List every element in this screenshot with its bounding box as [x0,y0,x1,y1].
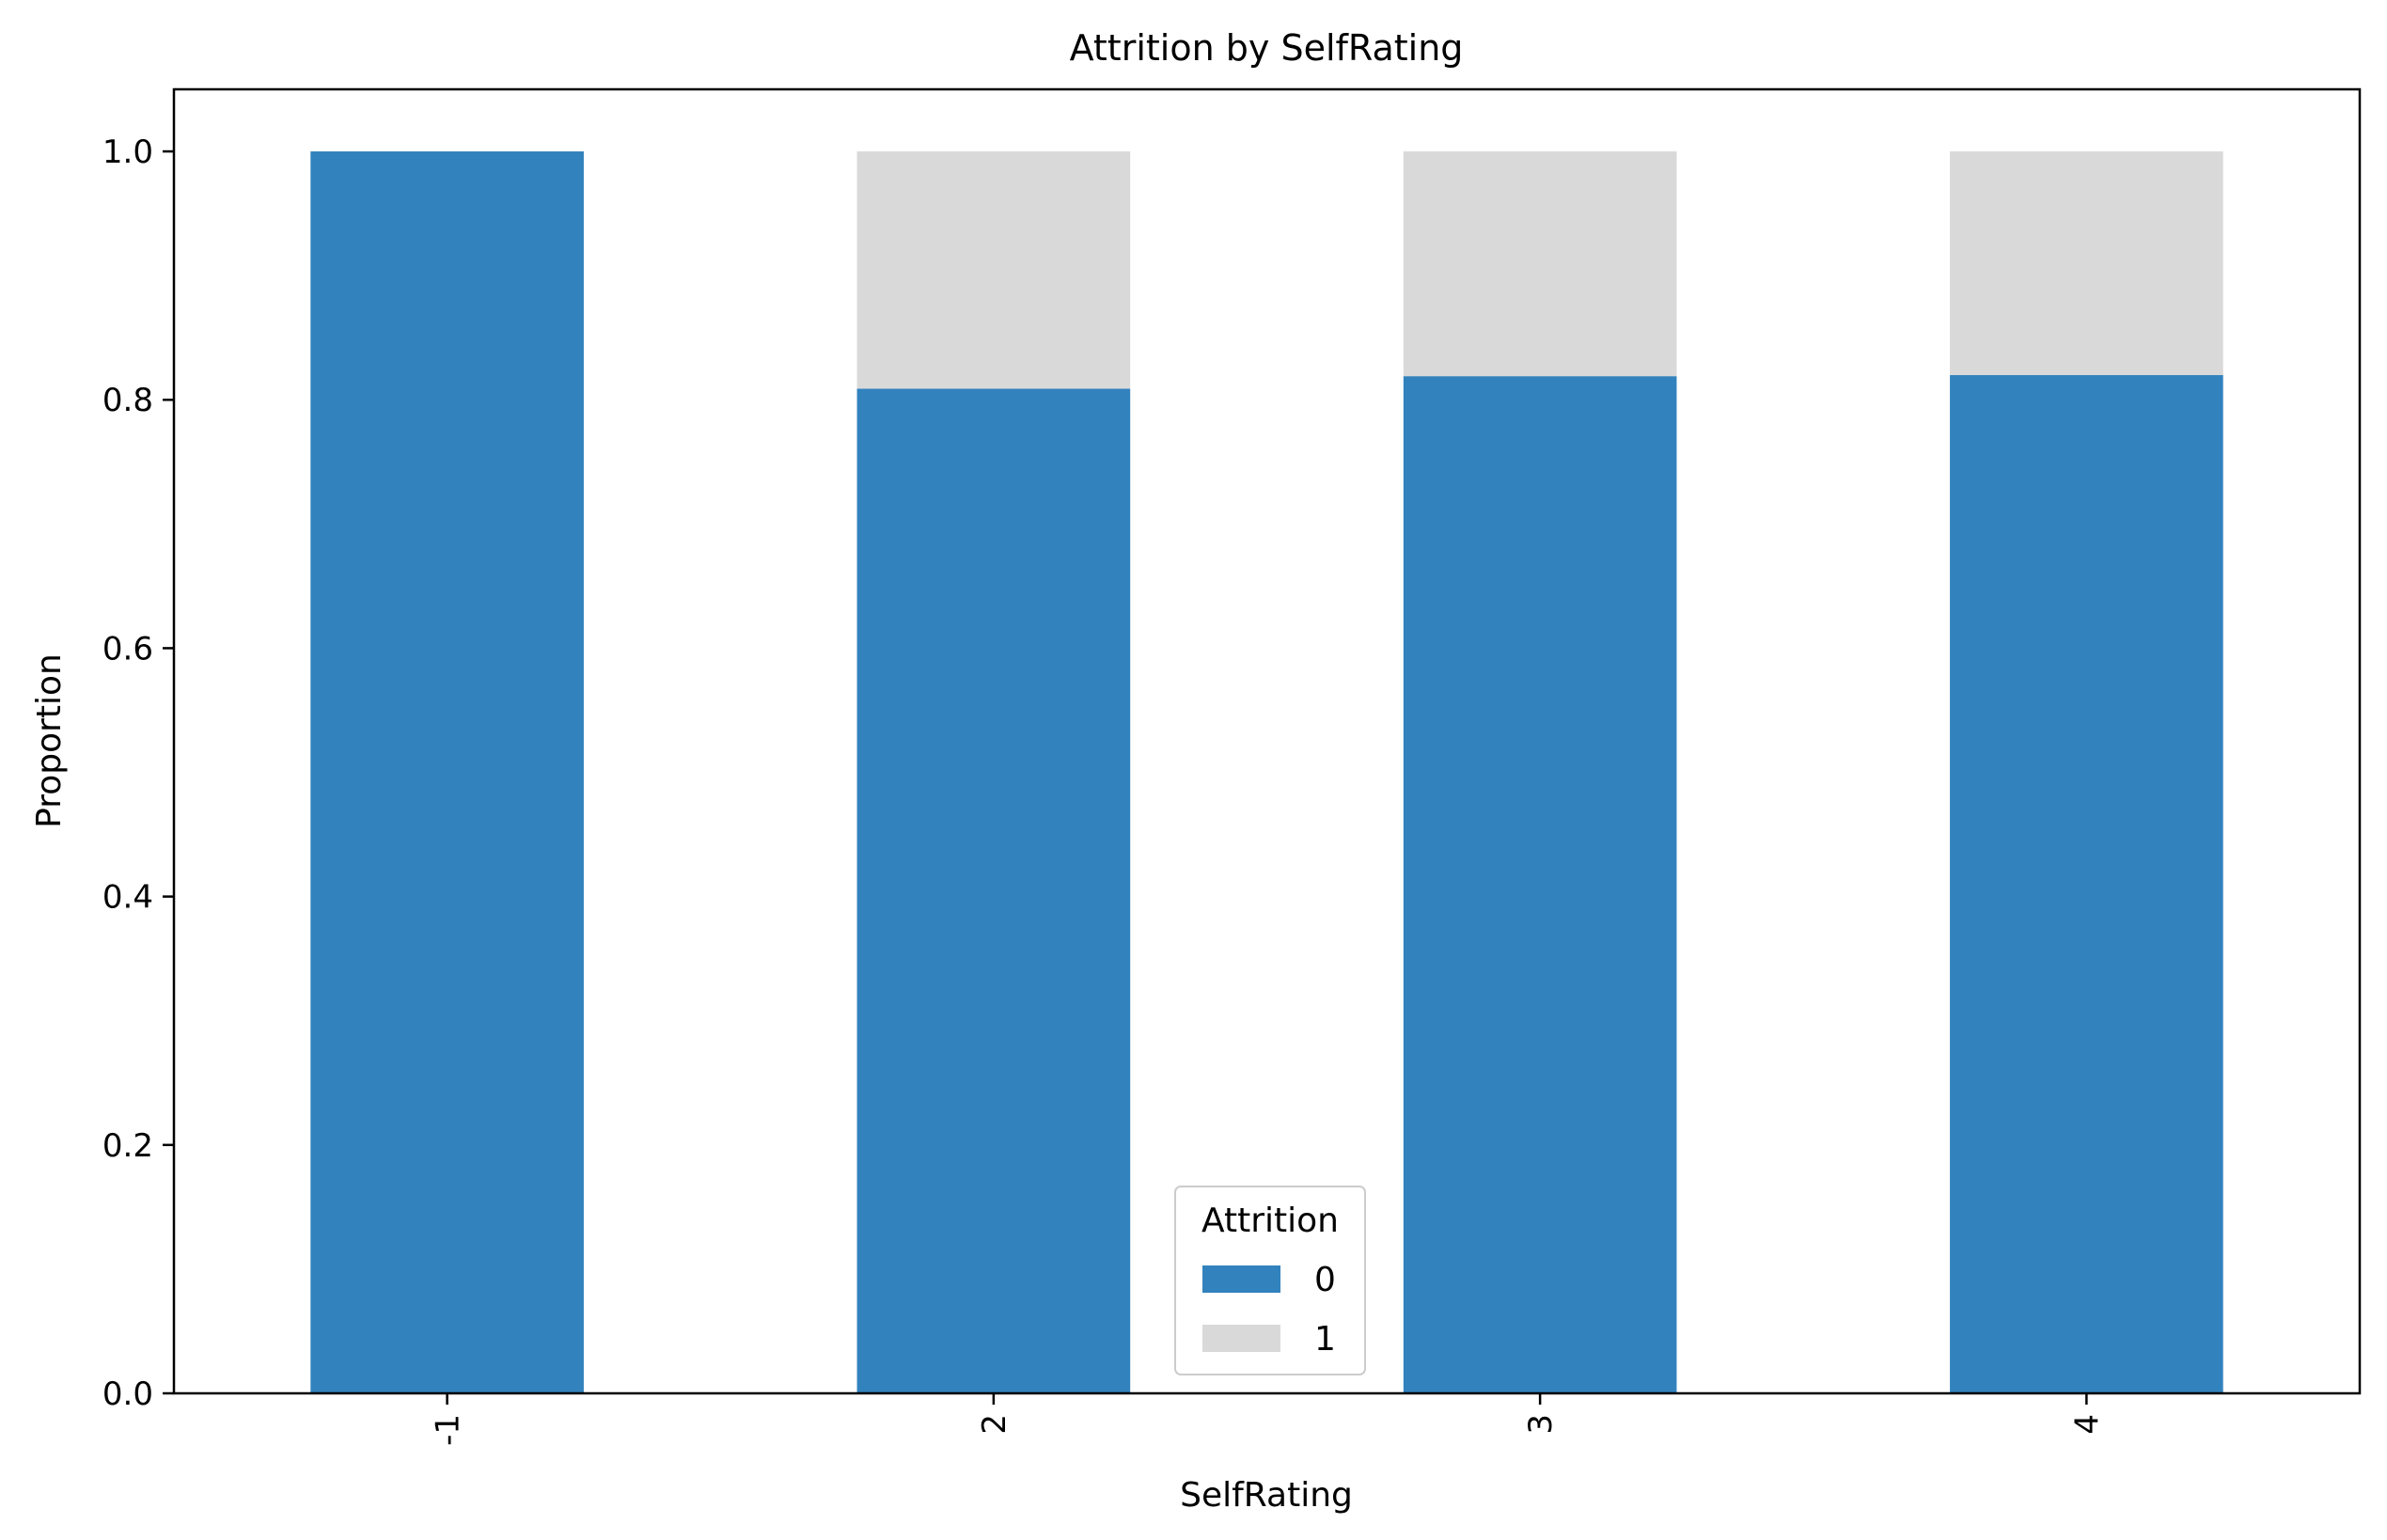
bar-4-series-1 [1950,151,2223,375]
legend: Attrition 0 1 [1174,1186,1366,1375]
x-tick-label: -1 [430,1414,467,1446]
x-axis-label: SelfRating [1180,1476,1353,1515]
bar-4-series-0 [1950,374,2223,1393]
x-tick-label: 3 [1522,1414,1560,1435]
y-axis-label: Proportion [30,653,69,828]
legend-swatch-0 [1202,1265,1280,1293]
legend-label-0: 0 [1314,1261,1336,1299]
y-tick-label: 1.0 [102,134,153,171]
legend-title: Attrition [1201,1202,1339,1240]
bars-layer [310,151,2223,1394]
bar-3-series-1 [1403,151,1677,377]
y-tick-label: 0.2 [102,1127,153,1165]
bar-3-series-0 [1403,376,1677,1393]
x-tick-label: 2 [976,1414,1013,1435]
bar-2-series-1 [856,151,1131,389]
y-tick-label: 0.8 [102,382,153,419]
legend-swatch-1 [1202,1325,1280,1352]
x-axis: -1 2 3 4 [430,1393,2106,1446]
chart-title: Attrition by SelfRating [1070,27,1464,69]
plot-frame [172,87,2362,1395]
x-tick-label: 4 [2068,1414,2106,1435]
y-tick-label: 0.0 [102,1375,153,1413]
y-axis: 0.0 0.2 0.4 0.6 0.8 1.0 [102,134,174,1413]
y-tick-label: 0.4 [102,879,153,917]
bar-2-series-0 [856,388,1131,1394]
y-tick-label: 0.6 [102,630,153,668]
bar--1-series-0 [310,151,584,1394]
legend-label-1: 1 [1314,1320,1336,1359]
